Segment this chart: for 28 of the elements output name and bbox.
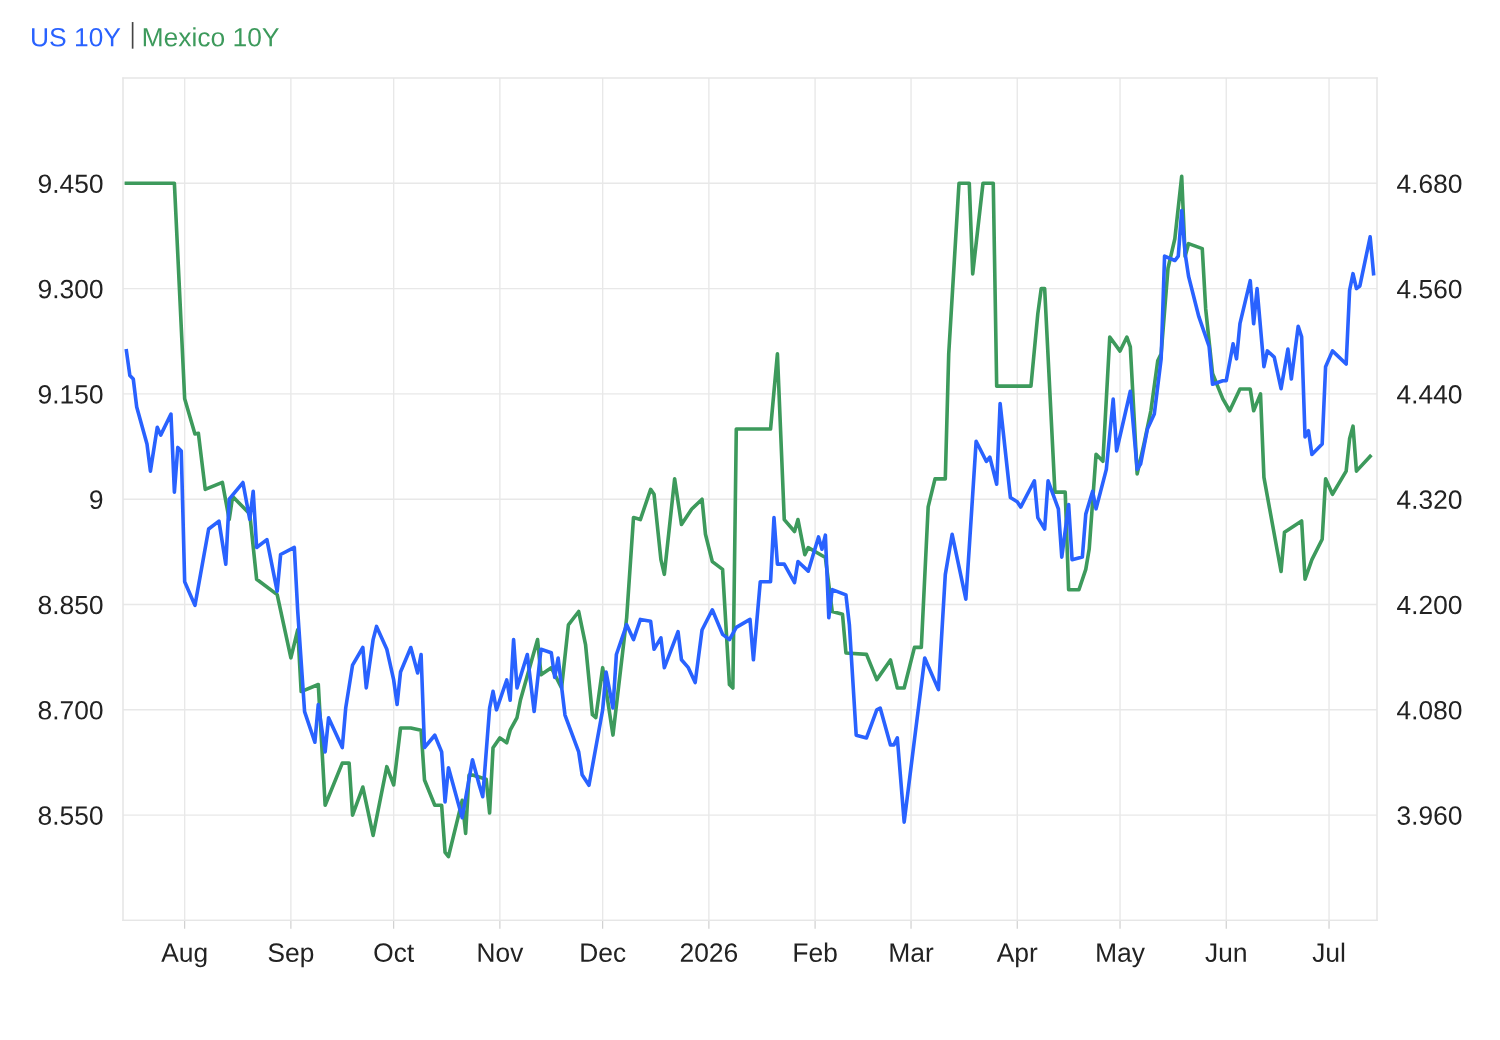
x-tick-label: Nov (478, 943, 524, 963)
y2-tick-label: 4.200 (1397, 595, 1462, 615)
x-tick-label: May (1097, 943, 1145, 968)
y2-tick-label: 4.440 (1397, 385, 1462, 404)
x-tick-label: Jun (1205, 943, 1246, 963)
x-tick-label: Mar (890, 943, 934, 963)
text: Mexico 10Y (143, 27, 279, 47)
y-tick-label: 8.850 (38, 595, 103, 615)
x-tick-label: Apr (996, 943, 1038, 968)
x-tick-label: 2026 (680, 943, 738, 963)
y2-tick-label: 4.680 (1397, 174, 1462, 194)
y-tick-label: 8.550 (38, 806, 103, 825)
x-tick-label: Aug (161, 943, 207, 968)
y-tick-label: 9.450 (38, 174, 103, 194)
x-tick-label: Oct (374, 943, 414, 963)
y-tick-label: 8.700 (38, 700, 103, 720)
x-tick-label: Jul (1312, 942, 1345, 963)
y2-tick-label: 3.960 (1397, 806, 1462, 825)
y2-tick-label: 4.080 (1397, 700, 1462, 720)
y-tick-label: 9 (90, 490, 103, 510)
y2-tick-label: 4.560 (1397, 279, 1462, 299)
x-tick-label: Sep (268, 943, 314, 968)
y-tick-label: 9.300 (38, 279, 103, 299)
y-tick-label: 9.150 (38, 385, 103, 404)
text: US 10Y (32, 27, 121, 47)
x-tick-label: Feb (794, 942, 837, 963)
y2-tick-label: 4.320 (1397, 490, 1462, 510)
x-tick-label: Dec (581, 943, 626, 963)
